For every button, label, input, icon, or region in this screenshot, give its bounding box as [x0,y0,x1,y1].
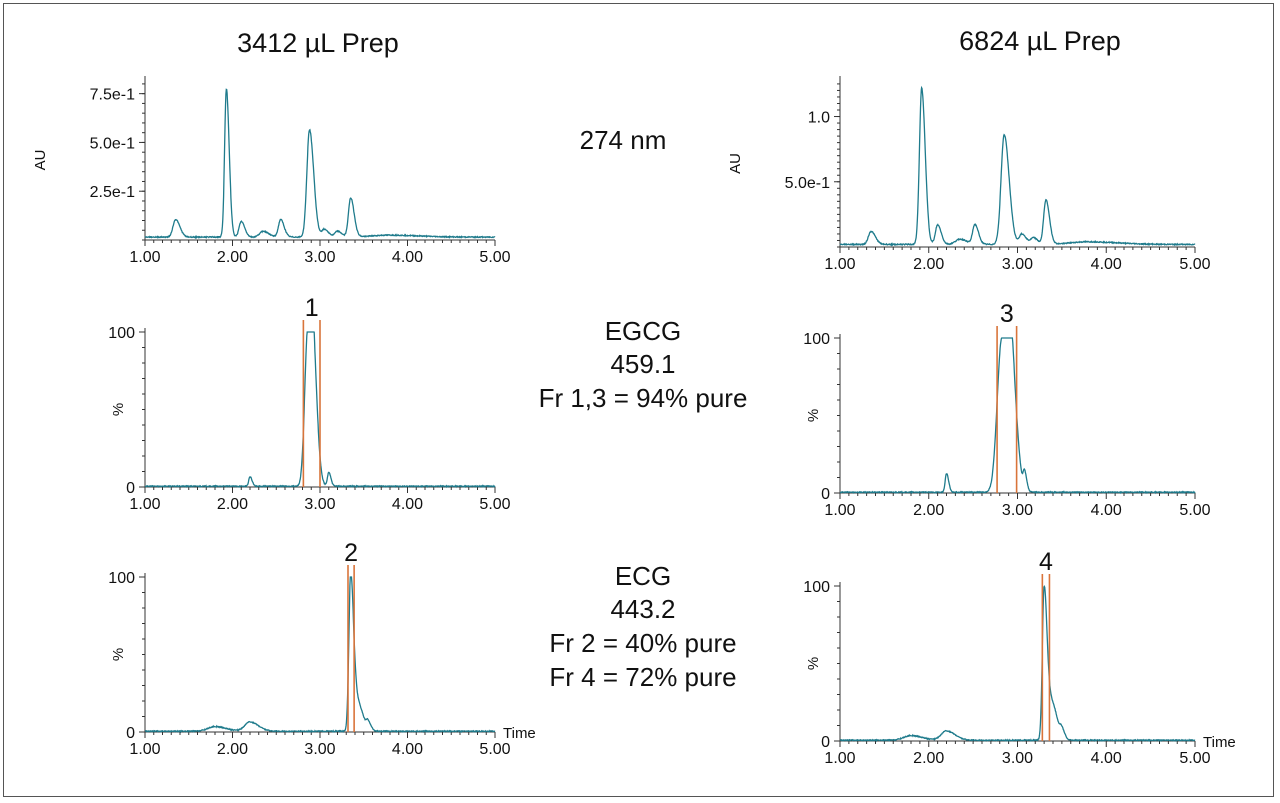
x-tick-label-ecg-3412: 1.00 [129,741,160,758]
y-tick-label-egcg-6824: 0 [821,486,830,503]
y-tick-label-uv-3412: 7.5e-1 [90,87,135,104]
x-tick-label-egcg-3412: 4.00 [392,496,423,513]
x-tick-label-egcg-3412: 3.00 [304,496,335,513]
y-axis-title-uv-6824: AU [727,153,744,174]
trace-line-ecg-6824 [839,584,1196,743]
x-tick-label-uv-3412: 5.00 [479,249,510,266]
x-axis-title-ecg-6824: Time [1203,734,1236,751]
x-tick-label-egcg-6824: 3.00 [1002,502,1033,519]
trace-line-uv-3412 [144,88,496,240]
y-tick-label-egcg-6824: 100 [803,331,830,348]
x-tick-label-uv-3412: 4.00 [392,249,423,266]
x-tick-label-ecg-3412: 5.00 [479,741,510,758]
x-tick-label-egcg-3412: 2.00 [217,496,248,513]
x-tick-label-uv-3412: 1.00 [129,249,160,266]
x-tick-label-uv-6824: 4.00 [1091,256,1122,273]
x-tick-label-uv-3412: 3.00 [304,249,335,266]
x-tick-label-ecg-3412: 3.00 [304,741,335,758]
y-axis-title-egcg-6824: % [805,409,822,422]
column-title-3412: 3412 µL Prep [237,28,399,58]
y-tick-label-uv-3412: 2.5e-1 [90,184,135,201]
x-tick-label-ecg-3412: 4.00 [392,741,423,758]
egcg-purity-label: Fr 1,3 = 94% pure [539,383,748,413]
x-tick-label-ecg-3412: 2.00 [217,741,248,758]
ecg-mass-label: 443.2 [610,594,675,624]
column-title-6824: 6824 µL Prep [959,26,1121,56]
y-axis-title-ecg-6824: % [805,657,822,670]
y-tick-label-ecg-3412: 100 [108,570,135,587]
y-tick-label-egcg-3412: 0 [126,480,135,497]
y-axis-title-uv-3412: AU [32,150,49,171]
fraction-number-ecg-6824: 4 [1039,548,1053,576]
x-tick-label-egcg-6824: 2.00 [913,502,944,519]
x-tick-label-uv-6824: 5.00 [1179,256,1210,273]
x-tick-label-uv-6824: 1.00 [824,256,855,273]
x-tick-label-ecg-6824: 2.00 [913,750,944,767]
x-tick-label-ecg-6824: 4.00 [1091,750,1122,767]
y-tick-label-uv-6824: 1.0 [808,110,830,127]
y-tick-label-ecg-6824: 100 [803,579,830,596]
ecg-purity-fr2-label: Fr 2 = 40% pure [549,628,736,658]
figure-border [3,3,1274,797]
y-tick-label-ecg-3412: 0 [126,725,135,742]
y-tick-label-ecg-6824: 0 [821,734,830,751]
x-axis-title-ecg-3412: Time [503,725,536,742]
egcg-mass-label: 459.1 [610,349,675,379]
x-tick-label-egcg-3412: 1.00 [129,496,160,513]
fraction-number-egcg-6824: 3 [1000,300,1014,328]
x-tick-label-egcg-6824: 5.00 [1179,502,1210,519]
y-axis-title-ecg-3412: % [110,648,127,661]
x-tick-label-uv-6824: 2.00 [913,256,944,273]
x-tick-label-uv-6824: 3.00 [1002,256,1033,273]
x-tick-label-uv-3412: 2.00 [217,249,248,266]
fraction-number-ecg-3412: 2 [344,539,358,567]
x-tick-label-egcg-6824: 1.00 [824,502,855,519]
y-axis-title-egcg-3412: % [110,403,127,416]
egcg-compound-label: EGCG [605,316,682,346]
wavelength-label: 274 nm [580,125,667,155]
x-tick-label-egcg-6824: 4.00 [1091,502,1122,519]
x-tick-label-ecg-6824: 5.00 [1179,750,1210,767]
y-tick-label-uv-3412: 5.0e-1 [90,135,135,152]
y-tick-label-uv-6824: 5.0e-1 [785,175,830,192]
x-tick-label-ecg-6824: 3.00 [1002,750,1033,767]
ecg-compound-label: ECG [615,561,671,591]
x-tick-label-egcg-3412: 5.00 [479,496,510,513]
y-tick-label-egcg-3412: 100 [108,325,135,342]
trace-line-ecg-3412 [144,576,496,734]
trace-line-egcg-6824 [839,337,1196,495]
fraction-number-egcg-3412: 1 [305,294,319,322]
trace-line-uv-6824 [839,85,1196,247]
ecg-purity-fr4-label: Fr 4 = 72% pure [549,662,736,692]
x-tick-label-ecg-6824: 1.00 [824,750,855,767]
